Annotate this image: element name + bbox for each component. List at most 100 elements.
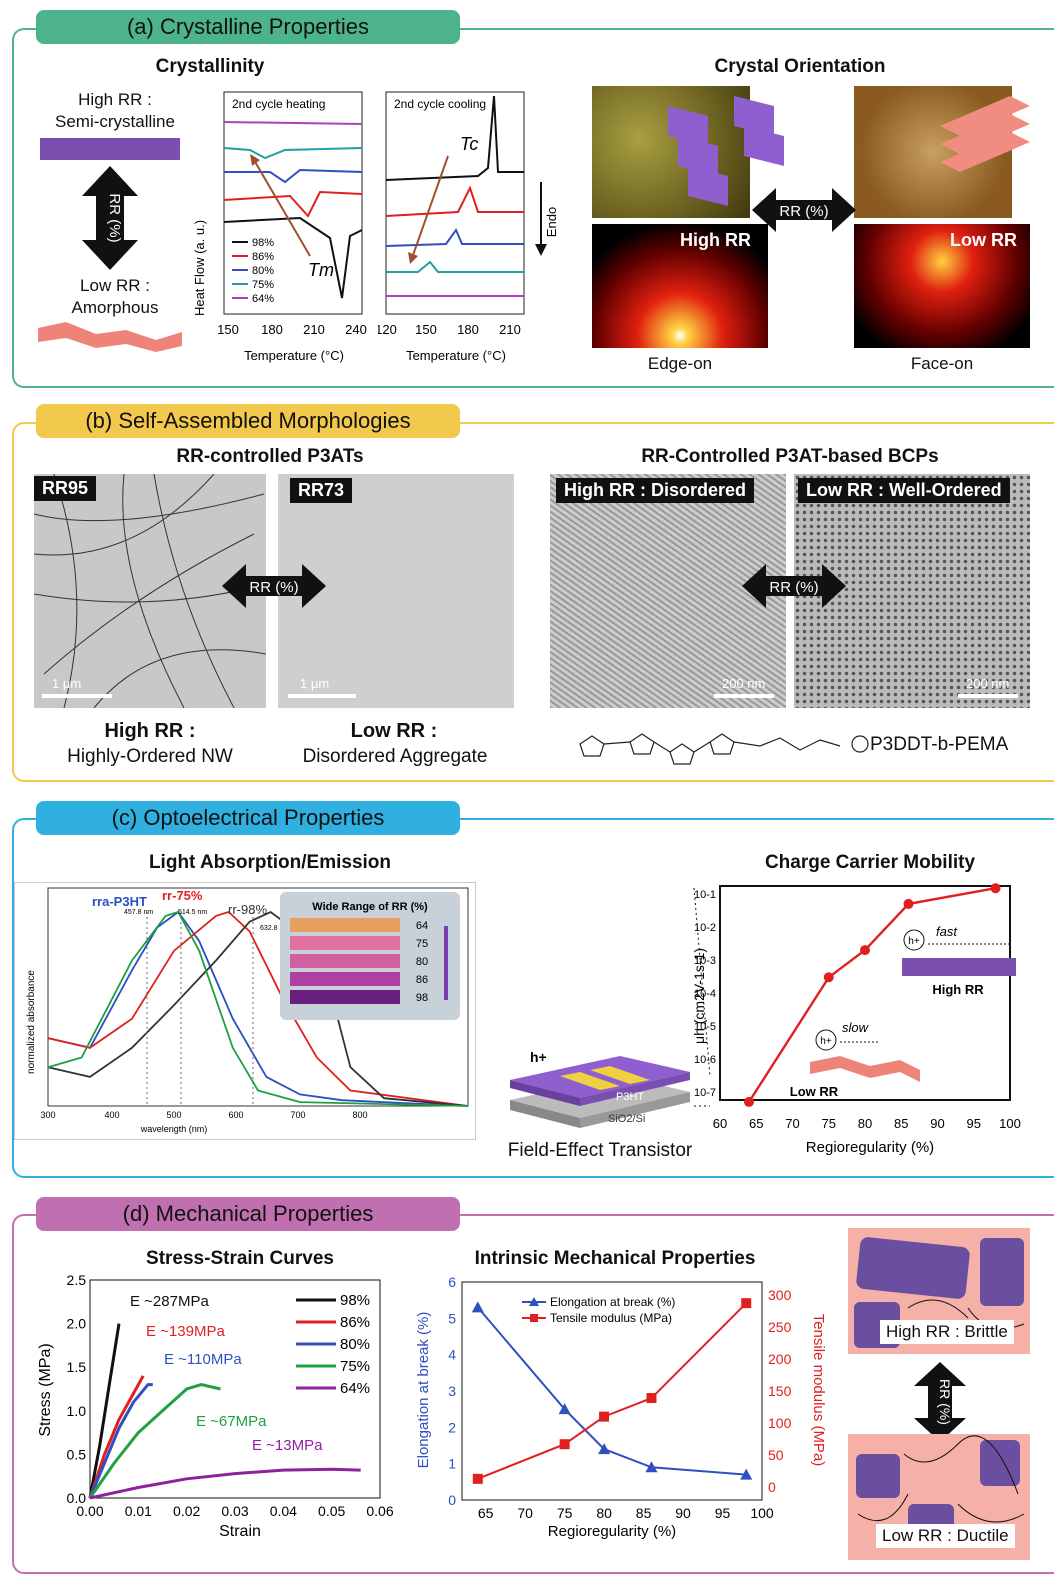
imp-point-elong [471, 1301, 484, 1313]
abs-series-3 [47, 910, 469, 1107]
giwaxs-low-rr [854, 224, 1030, 348]
scale-bar-200-right [958, 694, 1018, 698]
rr-controlled-p3ats-title: RR-controlled P3ATs [176, 446, 364, 467]
abs-series-2 [47, 910, 469, 1107]
imp-ytick-right: 150 [768, 1383, 792, 1399]
rr-arrow-d-label: RR (%) [937, 1379, 953, 1425]
giwaxs-high-rr-label: High RR [680, 230, 751, 250]
ss-xtick: 0.06 [366, 1503, 393, 1519]
mobility-xtick: 90 [930, 1116, 944, 1131]
rr-arrow-b-right-label: RR (%) [769, 579, 818, 596]
mobility-xtick: 70 [785, 1116, 799, 1131]
ss-series-75% [88, 1383, 221, 1499]
mobility-point [744, 1096, 754, 1107]
imp-point-elong [740, 1468, 753, 1480]
modulus-13: E ~13MPa [252, 1437, 323, 1454]
abs-series-0 [47, 910, 469, 1107]
edge-on-label: Edge-on [647, 354, 713, 373]
modulus-139: E ~139MPa [146, 1323, 225, 1340]
scale-bar-right [288, 694, 356, 698]
imp-ytick-right: 50 [768, 1447, 784, 1463]
peak-457: 457.8 nm [124, 909, 153, 916]
dsc-cooling-plot: 2nd cycle cooling Tc 120 150 180 210 Tem… [378, 91, 558, 363]
ss-legend-80: 80% [340, 1336, 370, 1353]
ss-legend-86: 86% [340, 1314, 370, 1331]
ss-legend-64: 64% [340, 1380, 370, 1397]
rr-arrow-d: RR (%) [914, 1362, 966, 1442]
ss-legend-75: 75% [340, 1358, 370, 1375]
slow-label: slow [842, 1020, 870, 1035]
dsc-legend-98: 98% [252, 237, 274, 249]
orientation-arrow: RR (%) [752, 188, 856, 232]
orientation-title: Crystal Orientation [714, 56, 886, 77]
imp-ytick-left: 4 [448, 1347, 456, 1363]
scale-bar-left [42, 694, 112, 698]
imp-xtick: 85 [636, 1505, 652, 1521]
peak-632: 632.8 nm [260, 925, 289, 932]
modulus-67: E ~67MPa [196, 1413, 267, 1430]
abs-series-1 [47, 910, 469, 1107]
mobility-point [823, 972, 834, 983]
cool-tick-150: 150 [415, 322, 437, 337]
fet-layer2: SiO2/Si [608, 1113, 645, 1125]
high-rr-b-2: Highly-Ordered NW [67, 746, 233, 767]
fast-hole: h+ [908, 936, 920, 947]
peak-514: 514.5 nm [178, 909, 207, 916]
mobility-chart: 10-7 10-6 10-5 10-4 10-3 10-2 10-1 60 65 70 75 80 8… [691, 883, 1021, 1156]
inset-64: 64 [416, 920, 428, 932]
abs-xtick-400: 400 [104, 1110, 119, 1120]
dsc-heat-title: 2nd cycle heating [232, 97, 325, 111]
ss-series-64% [89, 1467, 361, 1500]
rr73-badge: RR73 [290, 478, 353, 503]
imp-point-elong [598, 1443, 611, 1455]
ss-ytick: 2.5 [67, 1272, 87, 1288]
fet-layer1: P3HT [616, 1091, 644, 1103]
tc-label: Tc [460, 134, 478, 154]
mobility-xtick: 60 [713, 1116, 727, 1131]
cool-tick-210: 210 [499, 322, 521, 337]
mobility-xtick: 75 [822, 1116, 836, 1131]
mobility-xtick: 85 [894, 1116, 908, 1131]
ss-xtick: 0.00 [76, 1503, 103, 1519]
tab-a: (a) Crystalline Properties [36, 10, 460, 44]
absorption-title: Light Absorption/Emission [148, 852, 392, 873]
rr75-label: rr-75% [162, 888, 203, 903]
panel-c [12, 818, 1054, 1178]
amorphous-chain [38, 322, 182, 352]
imp-ytick-right: 300 [768, 1287, 792, 1303]
imp-ytick-right: 250 [768, 1319, 792, 1335]
rr-arrow-b-left: RR (%) [222, 564, 326, 608]
heat-xlabel: Temperature (°C) [244, 348, 344, 363]
inset-98: 98 [416, 992, 428, 1004]
imp-point-modulus [559, 1439, 570, 1450]
ss-xtick: 0.04 [270, 1503, 297, 1519]
ss-legend-98: 98% [340, 1292, 370, 1309]
scale-200nm-right: 200 nm [966, 676, 1010, 691]
dsc-legend-64: 64% [252, 293, 274, 305]
imp-ytick-right: 0 [768, 1479, 776, 1495]
ss-ytick: 0.0 [67, 1490, 87, 1506]
imp-xtick: 100 [750, 1505, 774, 1521]
ss-series-80% [88, 1383, 153, 1499]
cool-xlabel: Temperature (°C) [406, 348, 506, 363]
imp-ylabel-left: Elongation at break (%) [415, 1312, 432, 1469]
tem-bcp-disordered [550, 474, 786, 708]
ss-ytick: 0.5 [67, 1446, 87, 1462]
ss-series-86% [88, 1375, 145, 1499]
imp-xtick: 90 [675, 1505, 691, 1521]
ss-xtick: 0.01 [125, 1503, 152, 1519]
imp-ytick-left: 2 [448, 1419, 456, 1435]
inset-title: Wide Range of RR (%) [312, 901, 428, 913]
abs-xtick-500: 500 [166, 1110, 181, 1120]
mobility-xtick: 100 [999, 1116, 1021, 1131]
abs-xlabel: wavelength (nm) [140, 1124, 208, 1134]
mobility-point [990, 883, 1001, 894]
imp-xtick: 70 [517, 1505, 533, 1521]
crystallinity-title: Crystallinity [155, 56, 265, 77]
imp-point-modulus [646, 1393, 657, 1404]
brittle-label: High RR : Brittle [880, 1320, 1014, 1344]
imp-legend-modulus: Tensile modulus (MPa) [550, 1311, 672, 1325]
panel-a [12, 28, 1054, 388]
tab-d: (d) Mechanical Properties [36, 1197, 460, 1231]
semi-crystalline-bar [40, 138, 180, 160]
